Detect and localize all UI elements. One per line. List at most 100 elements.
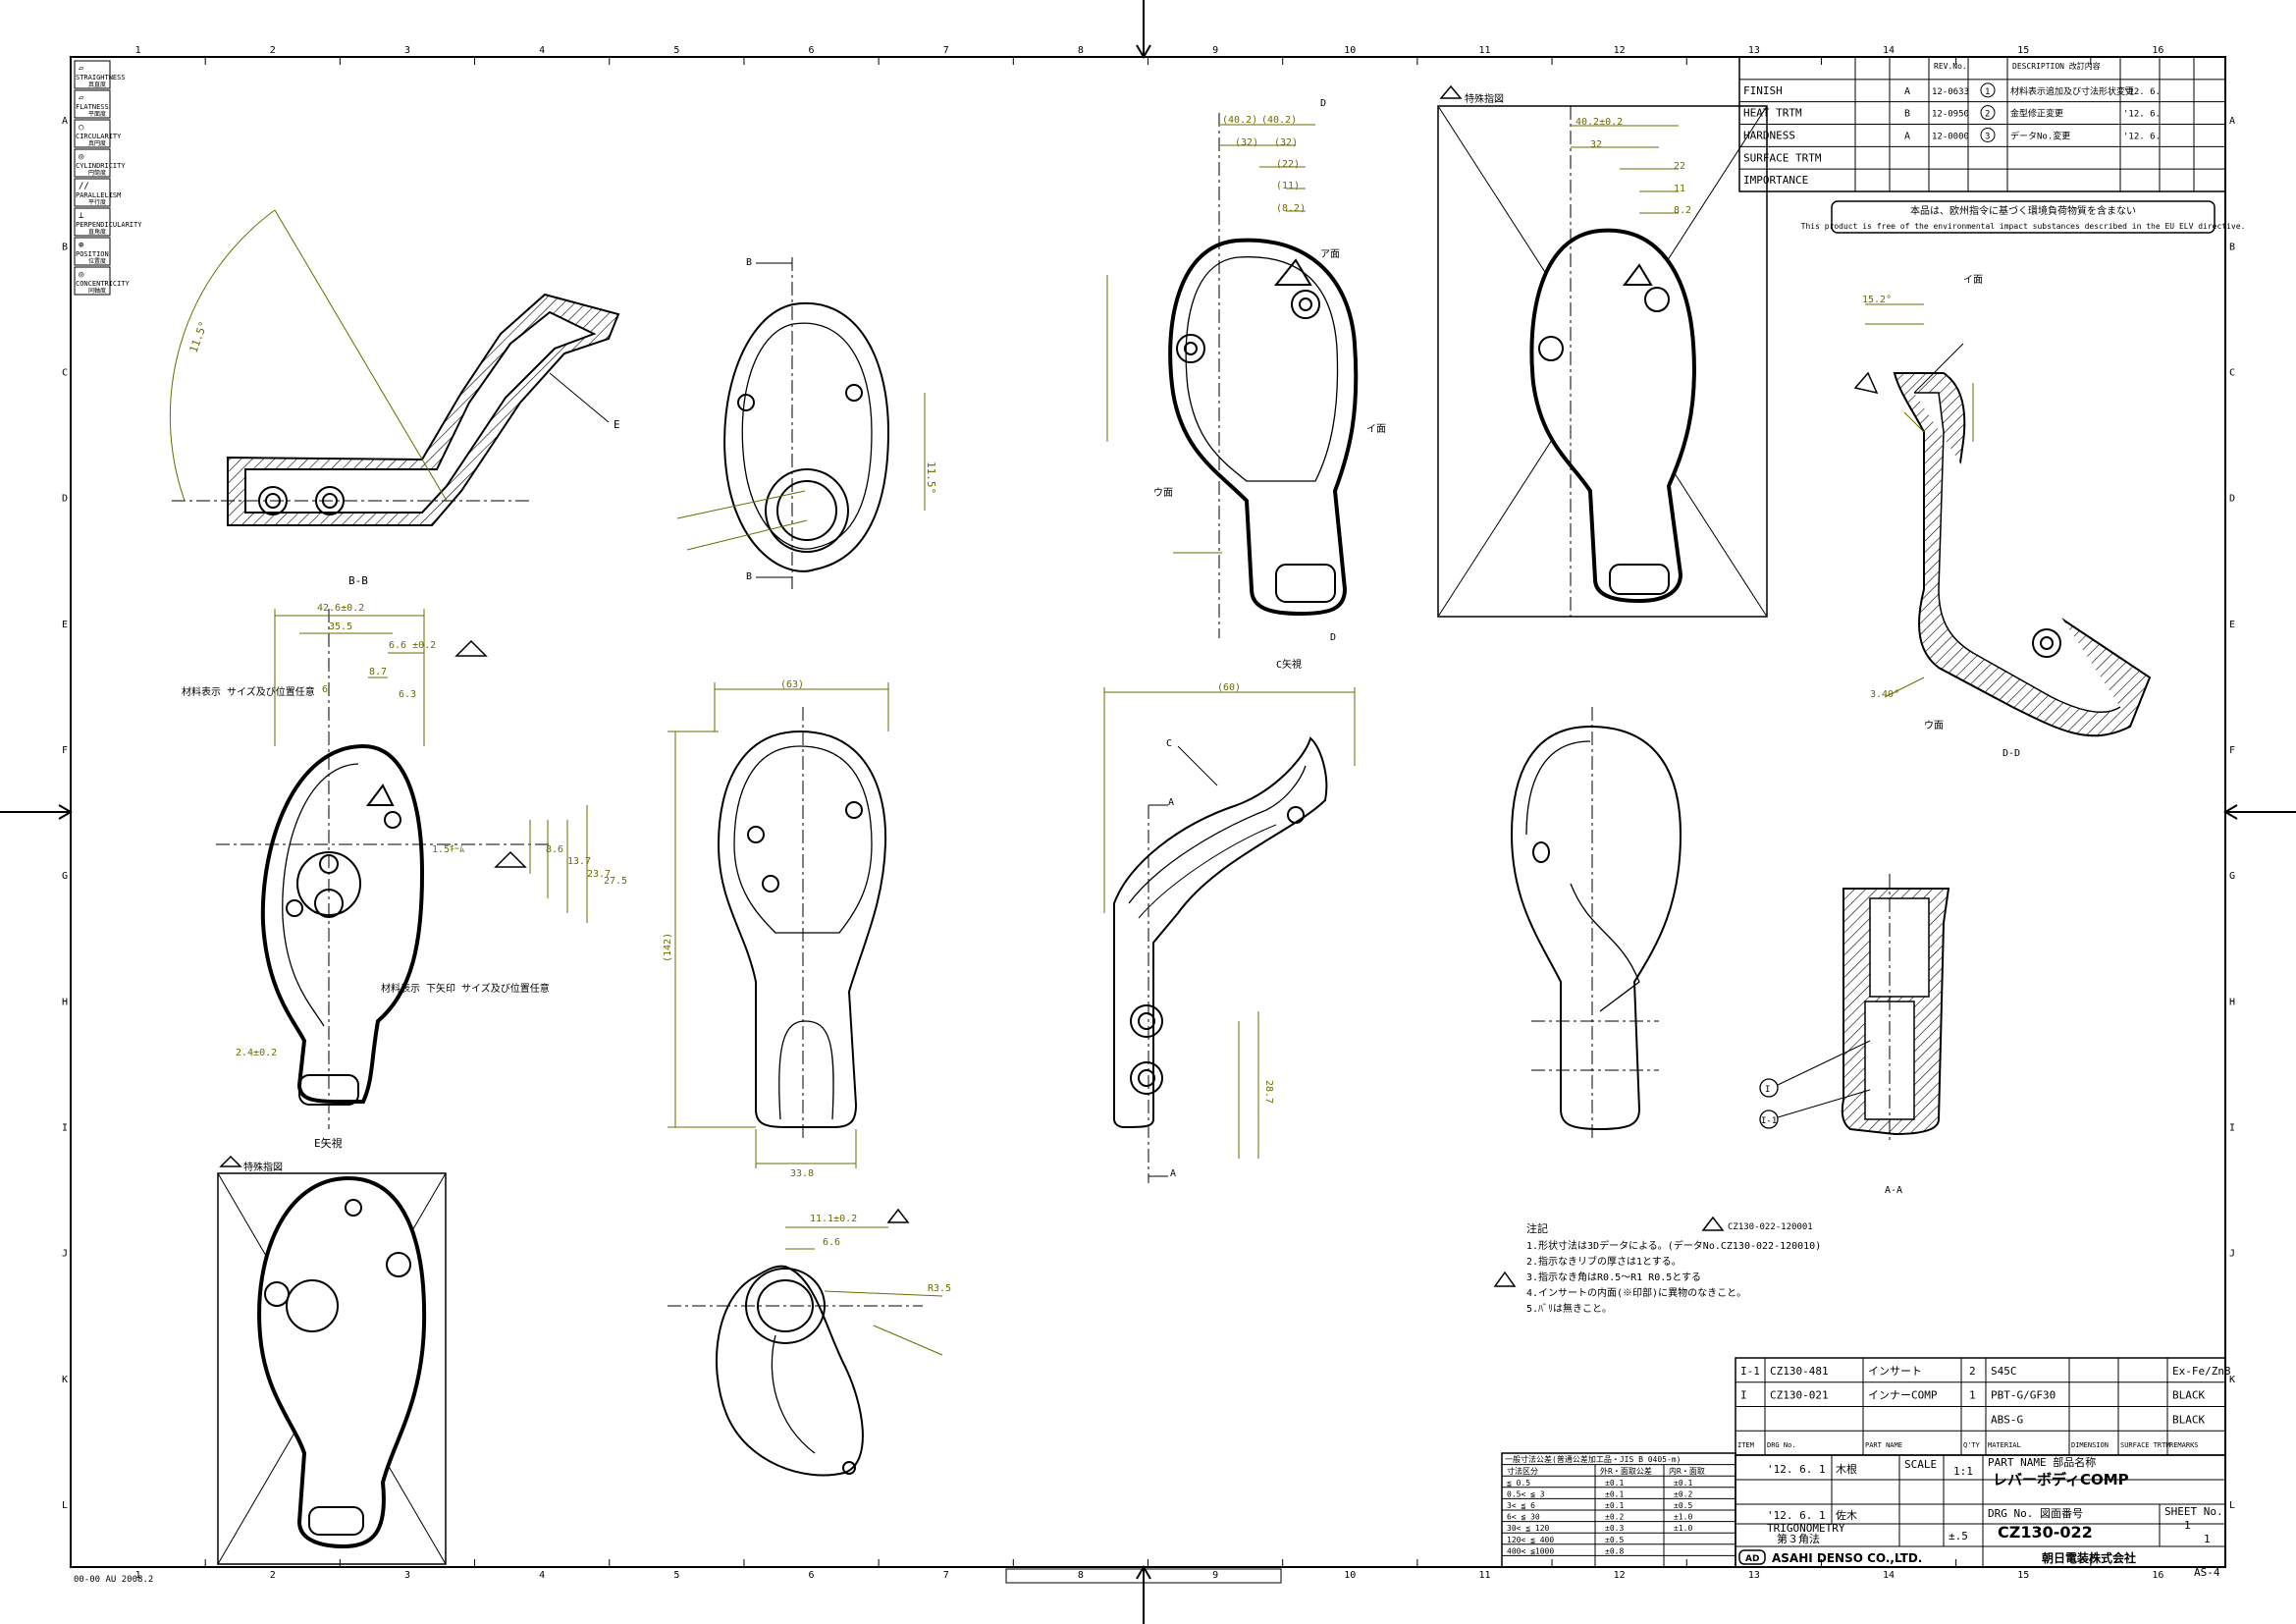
col-number-top: 1 bbox=[135, 45, 141, 56]
tolerance-table: 一般寸法公差(普通公差加工品・JIS B 0405-m) 寸法区分 外R・面取公差 内… bbox=[1501, 1452, 1736, 1568]
revision-header: DESCRIPTION 改訂内容 bbox=[2012, 61, 2101, 71]
row-letter-left: K bbox=[62, 1375, 68, 1385]
tb-sheet-label: SHEET No. bbox=[2164, 1505, 2223, 1518]
note-material: 材料表示 サイズ及び位置任意 bbox=[182, 685, 315, 698]
legend-symbol-icon: ○ bbox=[79, 123, 84, 133]
tol-cell: 120< ≦ 400 bbox=[1507, 1536, 1554, 1544]
revision-mark: A bbox=[1904, 132, 1910, 142]
col-number-top: 14 bbox=[1883, 45, 1895, 56]
col-number-bottom: 6 bbox=[809, 1570, 815, 1581]
col-number-top: 9 bbox=[1212, 45, 1218, 56]
tb-date-1: '12. 6. 1 bbox=[1767, 1463, 1826, 1476]
legend-label: FLATNESS bbox=[76, 103, 109, 111]
col-number-top: 8 bbox=[1078, 45, 1084, 56]
col-number-bottom: 8 bbox=[1078, 1570, 1084, 1581]
legend-label: CYLINDRICITY bbox=[76, 162, 126, 170]
legend-symbol-icon: ⊥ bbox=[79, 211, 84, 221]
tol-cell: ±0.1 bbox=[1605, 1479, 1624, 1488]
col-number-bottom: 4 bbox=[539, 1570, 545, 1581]
col-number-top: 2 bbox=[270, 45, 276, 56]
legend-cell bbox=[74, 207, 111, 237]
tol-cell: ≦ 0.5 bbox=[1507, 1479, 1530, 1488]
revision-no: 12-0950 bbox=[1932, 110, 1969, 120]
corner-note: 00-00 AU 2008.2 bbox=[74, 1575, 153, 1585]
legend-symbol-icon: ◎ bbox=[79, 152, 84, 162]
legend-label: CONCENTRICITY bbox=[76, 280, 131, 288]
tb-general-tol: ±.5 bbox=[1949, 1530, 1968, 1543]
balloon-i: I bbox=[1765, 1085, 1770, 1095]
col-number-top: 3 bbox=[404, 45, 410, 56]
tb-date-2: '12. 6. 1 bbox=[1767, 1509, 1826, 1522]
revision-circle-num: 3 bbox=[1985, 133, 1990, 142]
tol-cell: ±1.0 bbox=[1674, 1513, 1692, 1522]
tol-cell: 3< ≦ 6 bbox=[1507, 1501, 1535, 1510]
revision-text: 金型修正変更 bbox=[2010, 108, 2063, 120]
tb-part-name-label: PART NAME 部品名称 bbox=[1988, 1455, 2096, 1469]
legend-jp: 真直度 bbox=[88, 81, 106, 88]
view-top-knob bbox=[723, 257, 890, 589]
dim-a1: (40.2) bbox=[1222, 115, 1257, 126]
tol-cell: ±0.1 bbox=[1674, 1479, 1692, 1488]
tb-checked: 佐木 bbox=[1836, 1508, 1857, 1522]
row-letter-right: I bbox=[2229, 1122, 2235, 1133]
detail-label-left: 特殊指図 bbox=[243, 1161, 283, 1173]
row-letter-right: B bbox=[2229, 242, 2235, 252]
row-letter-left: E bbox=[62, 620, 68, 630]
legend-label: PERPENDICULARITY bbox=[76, 221, 142, 229]
dim-c8: 1.5ｷｰﾑ bbox=[432, 844, 464, 855]
bom-surface: BLACK bbox=[2172, 1413, 2205, 1426]
cut-label-e: E bbox=[614, 418, 620, 431]
col-number-bottom: 5 bbox=[673, 1570, 679, 1581]
bom-header: SURFACE TRTM bbox=[2120, 1441, 2170, 1449]
revision-circle-num: 2 bbox=[1985, 110, 1990, 120]
bom-qty: 2 bbox=[1969, 1365, 1976, 1378]
dim-b1: 40.2±0.2 bbox=[1575, 117, 1623, 128]
dim-c7: 6 bbox=[322, 684, 328, 695]
tb-scale-label: SCALE bbox=[1904, 1458, 1937, 1471]
legend-jp: 平行度 bbox=[88, 198, 106, 206]
row-letter-right: E bbox=[2229, 620, 2235, 630]
area-label-u: ウ面 bbox=[1153, 487, 1173, 499]
col-number-bottom: 14 bbox=[1883, 1570, 1895, 1581]
bom-drg-no: CZ130-481 bbox=[1770, 1365, 1829, 1378]
legend-jp: 真円度 bbox=[88, 139, 106, 147]
dim-angle: 11.5° bbox=[187, 319, 211, 354]
row-letter-left: C bbox=[62, 367, 68, 378]
col-number-top: 5 bbox=[673, 45, 679, 56]
view-dd-section bbox=[1893, 343, 2152, 737]
revision-mark: B bbox=[1904, 109, 1910, 120]
bom-header: Q'TY bbox=[1963, 1441, 1981, 1449]
tol-cell: 0.5< ≦ 3 bbox=[1507, 1489, 1545, 1498]
view-detail-right bbox=[1437, 105, 1768, 618]
revision-circle-icon bbox=[1980, 128, 1996, 142]
tol-cell: ±1.0 bbox=[1674, 1524, 1692, 1533]
dim-a7: (8.2) bbox=[1276, 203, 1306, 214]
view-back-knob bbox=[1510, 707, 1682, 1139]
col-number-top: 16 bbox=[2152, 45, 2163, 56]
revision-left-label: SURFACE TRTM bbox=[1743, 151, 1822, 164]
tol-header: 寸法区分 bbox=[1507, 1466, 1538, 1476]
bom-material: S45C bbox=[1991, 1365, 2017, 1378]
view-bottom-knob bbox=[667, 1265, 923, 1477]
cut-label-a-top: A bbox=[1168, 797, 1174, 808]
revision-circle-num: 1 bbox=[1985, 87, 1990, 97]
area-label-i-dd: イ面 bbox=[1963, 275, 1983, 286]
col-number-top: 4 bbox=[539, 45, 545, 56]
revision-header: REV.No. bbox=[1934, 62, 1967, 71]
dim-b3: 32 bbox=[1590, 139, 1602, 150]
row-letter-right: H bbox=[2229, 997, 2235, 1007]
cut-label-b-top: B bbox=[746, 257, 752, 268]
col-number-top: 15 bbox=[2017, 45, 2029, 56]
revision-date: '12. 6. bbox=[2123, 110, 2161, 120]
bom-item: I bbox=[1740, 1389, 1747, 1402]
tol-cell: 400< ≦1000 bbox=[1507, 1546, 1554, 1555]
col-number-bottom: 13 bbox=[1748, 1570, 1760, 1581]
dim-f6: 15.2° bbox=[1862, 295, 1892, 305]
note-line: 4.インサートの内面(※印部)に異物のなきこと。 bbox=[1526, 1286, 1746, 1299]
legend-label: PARALLELISM bbox=[76, 191, 121, 199]
bom-name: インサート bbox=[1868, 1365, 1922, 1378]
bom-header: REMARKS bbox=[2169, 1441, 2199, 1449]
tb-drg-label: DRG No. 図面番号 bbox=[1988, 1507, 2083, 1520]
tol-cell: 6< ≦ 30 bbox=[1507, 1513, 1540, 1522]
legend-cell bbox=[74, 60, 111, 89]
